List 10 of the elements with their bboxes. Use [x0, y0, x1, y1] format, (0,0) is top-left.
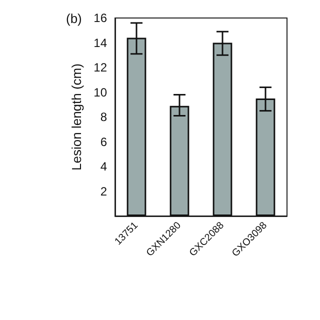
- text: (b): [66, 11, 82, 26]
- y-tick-label: 2: [100, 184, 108, 198]
- y-tick-label: 6: [100, 134, 108, 149]
- y-tick-label: 12: [94, 60, 108, 74]
- y-tick-label: 16: [94, 11, 108, 25]
- y-tick-label: 14: [94, 36, 108, 50]
- y-tick-label: 8: [100, 110, 108, 124]
- y-tick-label: 10: [94, 85, 108, 100]
- y-axis-title: Lesion length (cm): [68, 64, 84, 170]
- y-tick-label: 4: [100, 160, 108, 174]
